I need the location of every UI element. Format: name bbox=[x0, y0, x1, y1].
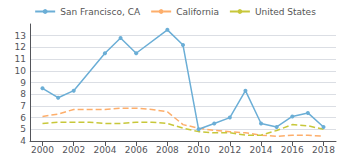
svg-text:2014: 2014 bbox=[250, 145, 273, 155]
svg-text:United States: United States bbox=[255, 7, 316, 17]
svg-text:2016: 2016 bbox=[281, 145, 304, 155]
svg-text:2018: 2018 bbox=[312, 145, 335, 155]
svg-text:2012: 2012 bbox=[218, 145, 241, 155]
svg-text:2002: 2002 bbox=[62, 145, 85, 155]
svg-text:12: 12 bbox=[15, 42, 26, 52]
svg-text:5: 5 bbox=[20, 124, 26, 134]
svg-text:6: 6 bbox=[20, 113, 26, 123]
svg-text:11: 11 bbox=[15, 54, 26, 64]
svg-text:2008: 2008 bbox=[156, 145, 179, 155]
svg-text:2004: 2004 bbox=[93, 145, 116, 155]
svg-text:10: 10 bbox=[15, 66, 27, 76]
svg-text:California: California bbox=[176, 7, 219, 17]
svg-text:8: 8 bbox=[20, 89, 26, 99]
svg-text:7: 7 bbox=[20, 101, 26, 111]
svg-text:4: 4 bbox=[20, 136, 26, 146]
svg-text:San Francisco, CA: San Francisco, CA bbox=[60, 7, 141, 17]
svg-text:13: 13 bbox=[15, 31, 26, 41]
svg-text:2006: 2006 bbox=[125, 145, 148, 155]
svg-text:9: 9 bbox=[20, 78, 26, 88]
svg-text:2000: 2000 bbox=[31, 145, 54, 155]
svg-text:2010: 2010 bbox=[187, 145, 210, 155]
